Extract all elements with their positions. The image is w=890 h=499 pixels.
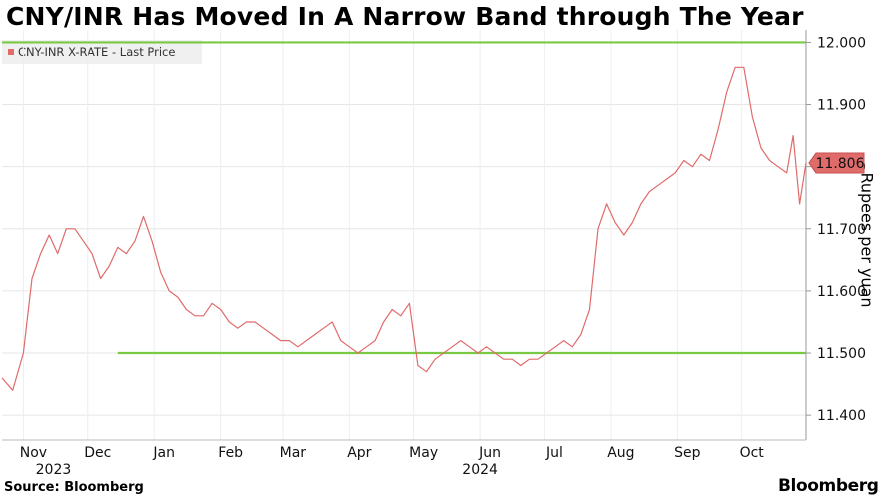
y-tick-label: 11.900 — [817, 98, 866, 114]
x-tick-label: May — [409, 445, 438, 461]
x-tick-label: Jan — [152, 445, 175, 461]
y-tick-label: 11.500 — [817, 346, 866, 362]
x-tick-label: Mar — [280, 445, 307, 461]
legend-label: CNY-INR X-RATE - Last Price — [18, 45, 176, 59]
y-tick-label: 11.700 — [817, 222, 866, 238]
source-note: Source: Bloomberg — [4, 480, 144, 495]
year-label: 2024 — [462, 462, 498, 478]
x-tick-label: Apr — [347, 445, 371, 461]
chart-title: CNY/INR Has Moved In A Narrow Band throu… — [6, 2, 804, 31]
x-tick-label: Jun — [478, 445, 501, 461]
x-tick-label: Oct — [740, 445, 765, 461]
last-price-label: 11.806 — [816, 156, 865, 172]
x-tick-label: Nov — [20, 445, 47, 461]
y-tick-label: 12.000 — [817, 35, 866, 51]
year-label: 2023 — [36, 462, 72, 478]
brand-logo: Bloomberg — [778, 476, 879, 496]
y-tick-label: 11.400 — [817, 408, 866, 424]
last-price-marker — [808, 152, 865, 174]
x-tick-label: Sep — [674, 445, 701, 461]
legend: CNY-INR X-RATE - Last Price — [2, 40, 202, 64]
legend-swatch — [8, 49, 14, 55]
x-tick-label: Dec — [84, 445, 111, 461]
series-line — [1, 66, 807, 391]
x-tick-label: Feb — [218, 445, 243, 461]
x-tick-label: Aug — [607, 445, 634, 461]
x-tick-label: Jul — [545, 445, 563, 461]
y-tick-label: 11.600 — [817, 284, 866, 300]
y-axis-label: Rupees per yuan — [857, 172, 877, 308]
